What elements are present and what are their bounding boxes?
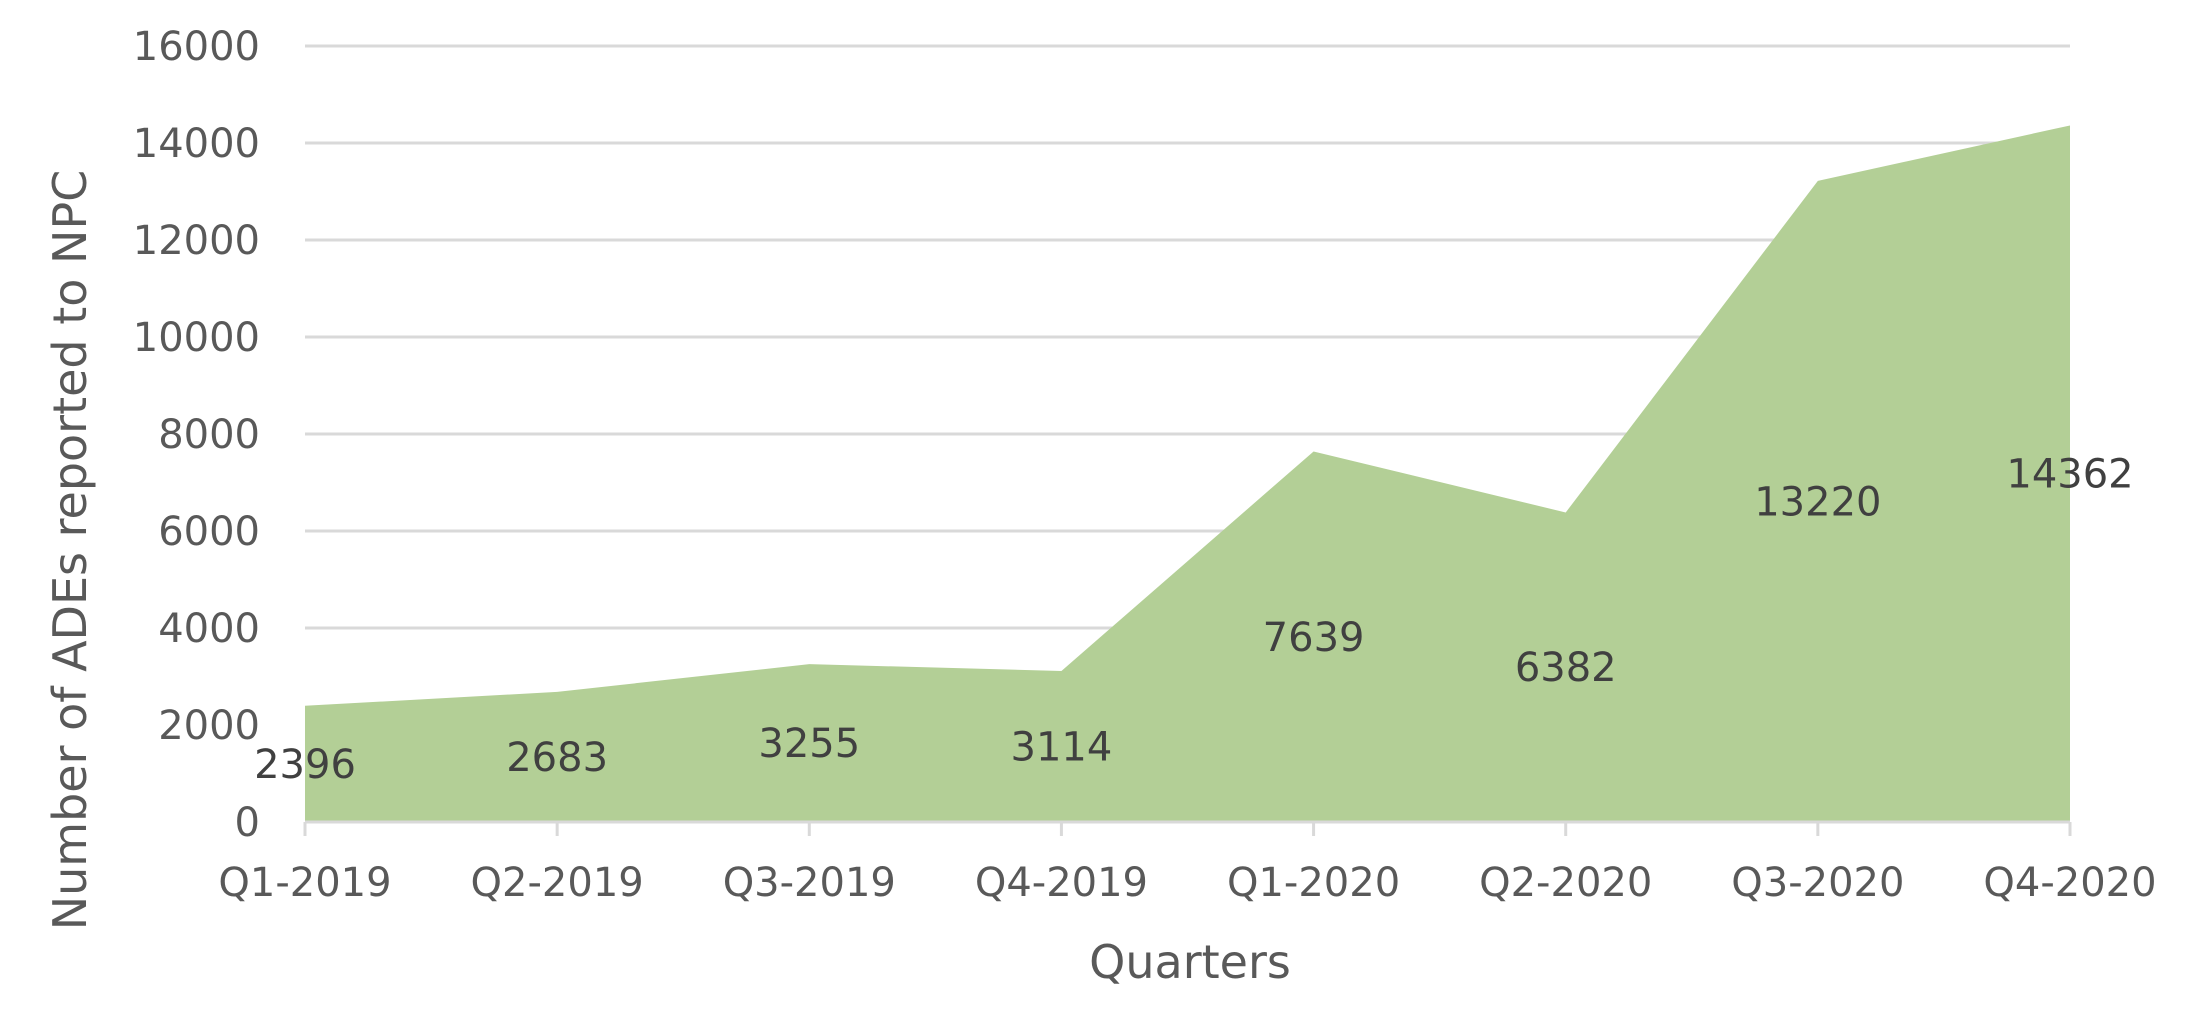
y-axis-title: Number of ADEs reported to NPC	[43, 170, 97, 931]
y-axis-tick-labels: 0 2000 4000 6000 8000 10000 12000 14000 16000	[133, 24, 260, 846]
y-tick-label: 8000	[158, 412, 260, 458]
data-label: 3114	[1011, 724, 1113, 770]
area-fill	[305, 125, 2070, 823]
x-tick-label: Q1-2019	[218, 860, 391, 906]
x-tick-label: Q1-2020	[1227, 860, 1400, 906]
y-tick-label: 6000	[158, 509, 260, 555]
x-tick-label: Q4-2020	[1983, 860, 2156, 906]
x-tick-label: Q3-2020	[1731, 860, 1904, 906]
x-tick-label: Q2-2020	[1479, 860, 1652, 906]
data-label: 2396	[254, 742, 356, 788]
y-tick-label: 14000	[133, 121, 260, 167]
y-tick-label: 12000	[133, 218, 260, 264]
x-tick-label: Q4-2019	[975, 860, 1148, 906]
data-label: 3255	[758, 721, 860, 767]
area-series	[305, 125, 2070, 823]
y-tick-label: 4000	[158, 606, 260, 652]
data-label: 7639	[1263, 615, 1365, 661]
x-tick-label: Q2-2019	[471, 860, 644, 906]
data-label: 2683	[506, 735, 608, 781]
x-axis-tick-labels: Q1-2019 Q2-2019 Q3-2019 Q4-2019 Q1-2020 Q2-20…	[218, 860, 2156, 906]
data-label: 13220	[1754, 479, 1881, 525]
data-label: 6382	[1515, 645, 1617, 691]
x-tick-label: Q3-2019	[723, 860, 896, 906]
x-axis-title: Quarters	[1089, 935, 1291, 989]
data-labels: 2396 2683 3255 3114 7639 6382 13220 14362	[254, 452, 2134, 788]
gridlines	[305, 44, 2070, 727]
data-label: 14362	[2006, 452, 2133, 498]
y-tick-label: 10000	[133, 315, 260, 361]
y-tick-label: 2000	[158, 703, 260, 749]
y-tick-label: 0	[235, 800, 260, 846]
y-tick-label: 16000	[133, 24, 260, 70]
x-axis	[303, 820, 2072, 836]
